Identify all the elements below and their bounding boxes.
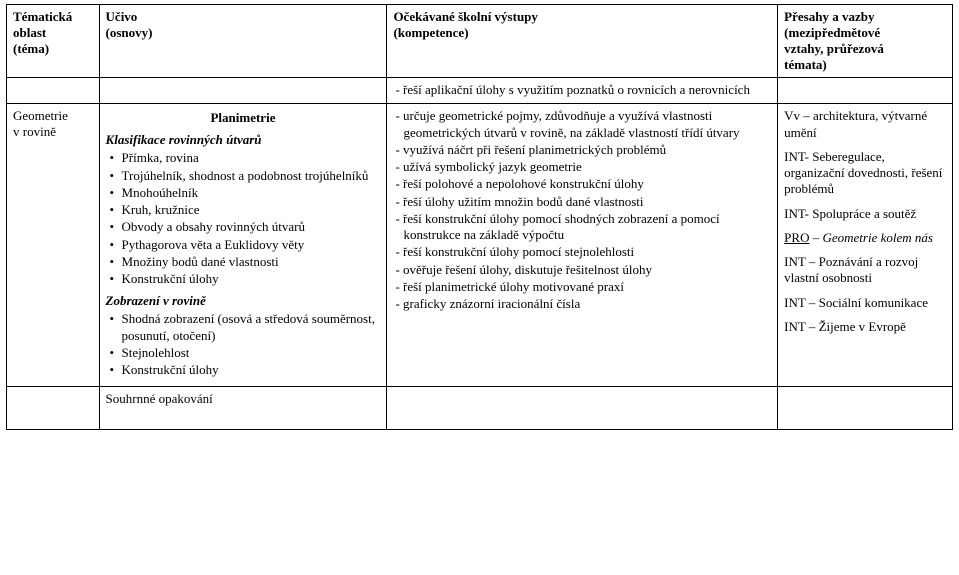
geom-topic: Geometrie v rovině: [7, 104, 100, 387]
subhead-1: Klasifikace rovinných útvarů: [106, 132, 381, 148]
h4l2: (mezipředmětové: [784, 25, 946, 41]
summary-links: [778, 387, 953, 430]
outcome-item: - využívá náčrt při řešení planimetrický…: [393, 142, 771, 158]
h1l3: (téma): [13, 41, 93, 57]
h3l2: (kompetence): [393, 25, 771, 41]
link-item: INT – Žijeme v Evropě: [784, 319, 946, 335]
header-links: Přesahy a vazby (mezipředmětové vztahy, …: [778, 5, 953, 78]
list-item: Obvody a obsahy rovinných útvarů: [110, 219, 381, 235]
list-item: Mnohoúhelník: [110, 185, 381, 201]
list-item: Trojúhelník, shodnost a podobnost trojúh…: [110, 168, 381, 184]
link-item: INT – Poznávání a rozvoj vlastní osobnos…: [784, 254, 946, 287]
link-item: INT- Seberegulace, organizační dovednost…: [784, 149, 946, 198]
curriculum-table: Tématická oblast (téma) Učivo (osnovy) O…: [6, 4, 953, 430]
topic-l1: Geometrie: [13, 108, 93, 124]
outcome-item: - řeší konstrukční úlohy pomocí stejnole…: [393, 244, 771, 260]
list-item: Konstrukční úlohy: [110, 271, 381, 287]
outcome-item: - řeší planimetrické úlohy motivované pr…: [393, 279, 771, 295]
row-continuation: - řeší aplikační úlohy s využitím poznat…: [7, 78, 953, 104]
outcome-item: - ověřuje řešení úlohy, diskutuje řešite…: [393, 262, 771, 278]
list-item: Shodná zobrazení (osová a středová soumě…: [110, 311, 381, 344]
outcome-item: - řeší úlohy užitím množin bodů dané vla…: [393, 194, 771, 210]
link-item: Vv – architektura, výtvarné umění: [784, 108, 946, 141]
h4l1: Přesahy a vazby: [784, 9, 946, 25]
bullets-1: Přímka, rovina Trojúhelník, shodnost a po…: [106, 150, 381, 287]
list-item: Přímka, rovina: [110, 150, 381, 166]
list-item: Pythagorova věta a Euklidovy věty: [110, 237, 381, 253]
h3l1: Očekávané školní výstupy: [393, 9, 771, 25]
row-geometry: Geometrie v rovině Planimetrie Klasifika…: [7, 104, 953, 387]
cont-links: [778, 78, 953, 104]
h4l3: vztahy, průřezová: [784, 41, 946, 57]
list-item: Stejnolehlost: [110, 345, 381, 361]
header-content: Učivo (osnovy): [99, 5, 387, 78]
header-topic: Tématická oblast (téma): [7, 5, 100, 78]
bullets-2: Shodná zobrazení (osová a středová soumě…: [106, 311, 381, 378]
cont-content: [99, 78, 387, 104]
h1l2: oblast: [13, 25, 93, 41]
outcome-item: - graficky znázorní iracionální čísla: [393, 296, 771, 312]
cont-outcomes: - řeší aplikační úlohy s využitím poznat…: [387, 78, 778, 104]
link-item: INT- Spolupráce a soutěž: [784, 206, 946, 222]
outcome-item: - určuje geometrické pojmy, zdůvodňuje a…: [393, 108, 771, 141]
geom-outcomes: - určuje geometrické pojmy, zdůvodňuje a…: [387, 104, 778, 387]
outcome-item: - řeší konstrukční úlohy pomocí shodných…: [393, 211, 771, 244]
link-item: INT – Sociální komunikace: [784, 295, 946, 311]
summary-topic: [7, 387, 100, 430]
list-item: Množiny bodů dané vlastnosti: [110, 254, 381, 270]
header-row: Tématická oblast (téma) Učivo (osnovy) O…: [7, 5, 953, 78]
list-item: Konstrukční úlohy: [110, 362, 381, 378]
h2l1: Učivo: [106, 9, 381, 25]
cont-topic: [7, 78, 100, 104]
cont-outcomes-list: - řeší aplikační úlohy s využitím poznat…: [393, 82, 771, 98]
subhead-2: Zobrazení v rovině: [106, 293, 381, 309]
row-summary: Souhrnné opakování: [7, 387, 953, 430]
outcome-item: - řeší polohové a nepolohové konstrukční…: [393, 176, 771, 192]
header-outcomes: Očekávané školní výstupy (kompetence): [387, 5, 778, 78]
geom-content: Planimetrie Klasifikace rovinných útvarů…: [99, 104, 387, 387]
outcome-item: - užívá symbolický jazyk geometrie: [393, 159, 771, 175]
summary-content: Souhrnné opakování: [99, 387, 387, 430]
h4l4: témata): [784, 57, 946, 73]
topic-l2: v rovině: [13, 124, 93, 140]
link-item: PRO – Geometrie kolem nás: [784, 230, 946, 246]
summary-text: Souhrnné opakování: [106, 391, 381, 407]
outcomes-list: - určuje geometrické pojmy, zdůvodňuje a…: [393, 108, 771, 312]
section-title: Planimetrie: [106, 110, 381, 126]
geom-links: Vv – architektura, výtvarné umění INT- Se…: [778, 104, 953, 387]
summary-outcomes: [387, 387, 778, 430]
list-item: Kruh, kružnice: [110, 202, 381, 218]
h1l1: Tématická: [13, 9, 93, 25]
h2l2: (osnovy): [106, 25, 381, 41]
links-list: Vv – architektura, výtvarné umění INT- Se…: [784, 108, 946, 335]
outcome-item: - řeší aplikační úlohy s využitím poznat…: [393, 82, 771, 98]
